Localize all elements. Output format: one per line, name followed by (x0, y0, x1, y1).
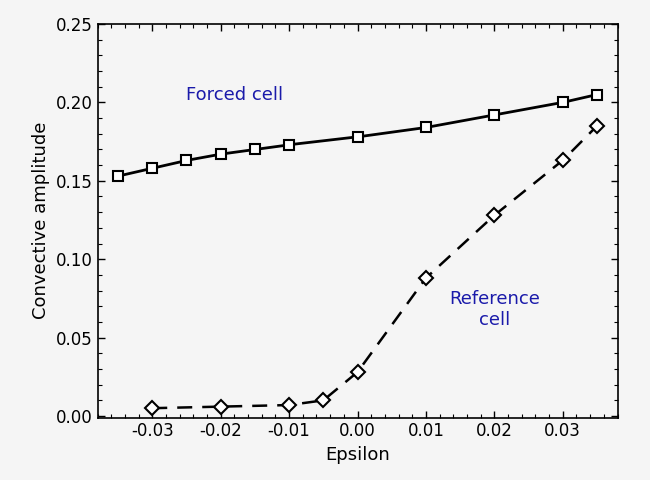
Y-axis label: Convective amplitude: Convective amplitude (32, 122, 50, 320)
Text: Reference
cell: Reference cell (449, 290, 540, 329)
X-axis label: Epsilon: Epsilon (325, 446, 390, 464)
Text: Forced cell: Forced cell (187, 85, 283, 104)
